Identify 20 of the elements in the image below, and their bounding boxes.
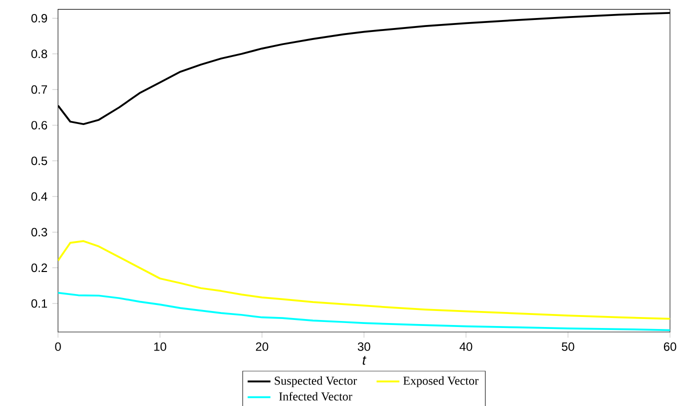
y-tick-label: 0.4 [31, 192, 48, 201]
y-tick-label: 0.6 [31, 120, 48, 130]
legend-label: Exposed Vector [403, 376, 479, 388]
x-axis-title: t [362, 356, 366, 365]
y-tick-label: 0.7 [31, 85, 47, 94]
x-tick-label: 50 [562, 342, 574, 351]
legend-label: Suspected Vector [274, 376, 357, 388]
y-tick-label: 0.8 [31, 50, 48, 58]
x-tick-label: 10 [154, 342, 166, 351]
y-tick-label: 0.3 [31, 228, 48, 236]
y-tick-label: 0.1 [31, 299, 48, 308]
x-tick-label: 20 [256, 342, 268, 351]
y-tick-label: 0.2 [31, 264, 47, 272]
x-tick-label: 30 [358, 342, 370, 351]
y-tick-label: 0.5 [31, 156, 48, 166]
legend-label: Infected Vector [279, 392, 352, 401]
y-tick-label: 0.9 [31, 14, 48, 22]
x-tick-label: 60 [664, 342, 676, 351]
x-tick-label: 40 [460, 342, 472, 351]
x-tick-label: 0 [55, 342, 61, 351]
